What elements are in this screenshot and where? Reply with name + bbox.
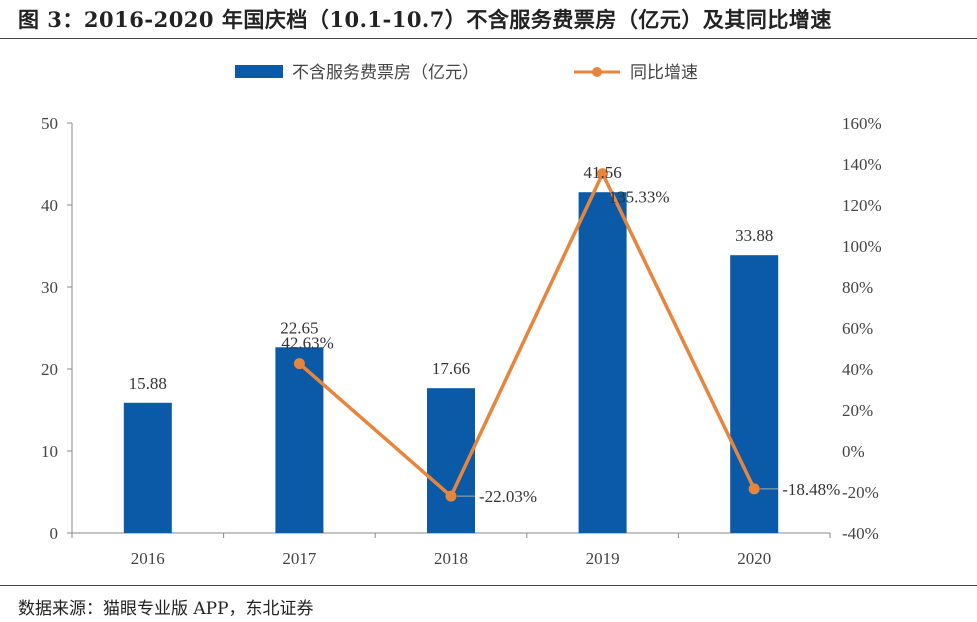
y-right-tick-label: 160% xyxy=(842,114,882,133)
y-left-tick-label: 20 xyxy=(41,360,58,379)
growth-value-label: -18.48% xyxy=(782,480,840,499)
bar xyxy=(578,192,627,533)
y-right-tick-label: -20% xyxy=(842,483,879,502)
growth-point xyxy=(293,358,305,370)
y-left-tick-label: 0 xyxy=(50,524,59,543)
bar-value-label: 17.66 xyxy=(432,359,470,378)
legend-label-bar: 不含服务费票房（亿元） xyxy=(292,63,479,83)
axes: 0 10 20 30 40 50 -40% -20% 0% 20% 40% 60% 80% 100% 120… xyxy=(41,114,882,568)
title-rule xyxy=(0,38,977,39)
bar xyxy=(123,402,172,533)
y-left-tick-label: 10 xyxy=(41,442,58,461)
growth-line xyxy=(298,171,756,498)
bar-value-label: 15.88 xyxy=(129,374,167,393)
x-tick-label: 2018 xyxy=(434,549,468,568)
bar-series xyxy=(123,192,779,533)
growth-value-label: 42.63% xyxy=(281,334,333,353)
y-right-tick-label: 80% xyxy=(842,278,873,297)
y-right-tick-label: 60% xyxy=(842,319,873,338)
growth-point xyxy=(445,490,457,502)
x-tick-label: 2019 xyxy=(586,549,620,568)
y-right-tick-label: -40% xyxy=(842,524,879,543)
growth-point xyxy=(597,168,609,180)
y-left-tick-label: 50 xyxy=(41,114,58,133)
y-right-tick-label: 0% xyxy=(842,442,865,461)
source-note: 数据来源：猫眼专业版 APP，东北证券 xyxy=(18,599,314,619)
figure-title: 图 3：2016-2020 年国庆档（10.1-10.7）不含服务费票房（亿元）… xyxy=(18,7,832,32)
data-labels: 15.88 22.65 17.66 41.56 33.88 42.63% -22.03% 13… xyxy=(129,163,841,506)
y-right-tick-label: 140% xyxy=(842,155,882,174)
bar-value-label: 41.56 xyxy=(583,163,621,182)
legend-swatch-dot xyxy=(592,67,602,77)
bar-value-label: 22.65 xyxy=(280,318,318,337)
y-right-tick-label: 40% xyxy=(842,360,873,379)
y-left-tick-label: 30 xyxy=(41,278,58,297)
bar-value-label: 33.88 xyxy=(735,226,773,245)
growth-value-label: 135.33% xyxy=(609,188,670,207)
growth-value-label: -22.03% xyxy=(479,487,537,506)
y-right-tick-label: 20% xyxy=(842,401,873,420)
y-right-tick-label: 120% xyxy=(842,196,882,215)
legend-swatch-bar xyxy=(235,65,283,78)
source-rule xyxy=(0,585,977,586)
legend-label-line: 同比增速 xyxy=(630,63,698,83)
y-left-tick-label: 40 xyxy=(41,196,58,215)
bar xyxy=(275,347,324,533)
line-series xyxy=(293,168,760,502)
x-tick-label: 2017 xyxy=(282,549,317,568)
x-tick-label: 2016 xyxy=(131,549,165,568)
x-tick-label: 2020 xyxy=(737,549,771,568)
legend: 不含服务费票房（亿元） 同比增速 xyxy=(235,63,698,83)
growth-point xyxy=(748,483,760,495)
y-right-tick-label: 100% xyxy=(842,237,882,256)
